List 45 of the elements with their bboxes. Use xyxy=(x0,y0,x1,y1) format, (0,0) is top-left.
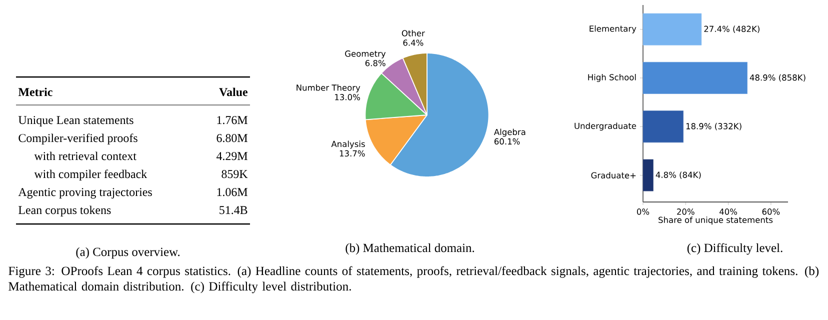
x-tick-label: 20% xyxy=(677,208,694,215)
y-tick-label: Undergraduate xyxy=(574,122,636,131)
bar xyxy=(642,159,654,192)
text: Value xyxy=(219,88,248,96)
text: 6.80M xyxy=(216,134,248,142)
text: Compiler-verified proofs xyxy=(18,134,138,145)
text: (a) Corpus overview. xyxy=(76,247,180,259)
data-label: 6.4% xyxy=(403,40,424,46)
data-label: 48.9% (858K) xyxy=(750,74,806,82)
text: Lean corpus tokens xyxy=(18,206,111,217)
slice-label: Number Theory xyxy=(296,84,360,92)
text: 4.29M xyxy=(216,152,248,160)
data-label: 6.8% xyxy=(365,60,386,66)
text: (c) Difficulty level. xyxy=(687,243,782,255)
x-axis-title: Share of unique statements xyxy=(658,216,773,225)
bar xyxy=(642,110,684,143)
text: Metric xyxy=(18,88,52,96)
bar xyxy=(642,62,748,94)
text: 859K xyxy=(222,170,248,178)
data-label: 60.1% xyxy=(494,138,520,145)
caption: Figure 3: OProofs Lean 4 corpus statistics. (a) Headline counts of statements, proofs, retrieval/feedback signals, agentic trajectories, and training tokens. (b) Mathematical domain distribution. (c) Difficulty level distribution. xyxy=(8,266,819,294)
data-label: 27.4% (482K) xyxy=(704,26,760,34)
bar xyxy=(642,13,702,46)
data-label: 13.0% xyxy=(335,94,360,100)
text: with compiler feedback xyxy=(34,170,148,181)
x-tick-label: 0% xyxy=(636,208,650,215)
text: (b) Mathematical domain. xyxy=(346,243,474,255)
data-label: 18.9% (332K) xyxy=(686,122,742,130)
y-tick-label: High School xyxy=(588,74,636,82)
y-tick-label: Elementary xyxy=(590,25,636,34)
text: Unique Lean statements xyxy=(18,116,134,127)
text: with retrieval context xyxy=(34,152,136,160)
text: Agentic proving trajectories xyxy=(18,188,152,199)
x-tick-label: 40% xyxy=(720,208,738,215)
y-tick-label: Graduate+ xyxy=(591,172,636,178)
text: 1.76M xyxy=(217,116,248,124)
slice-label: Algebra xyxy=(494,128,526,137)
data-label: 13.7% xyxy=(340,150,365,157)
slice-label: Analysis xyxy=(331,140,365,149)
data-label: 4.8% (84K) xyxy=(656,172,701,179)
slice-label: Other xyxy=(402,30,425,36)
text: 1.06M xyxy=(217,188,248,196)
slice-label: Geometry xyxy=(345,50,386,58)
x-tick-label: 60% xyxy=(762,208,780,215)
text: 51.4B xyxy=(220,206,248,214)
